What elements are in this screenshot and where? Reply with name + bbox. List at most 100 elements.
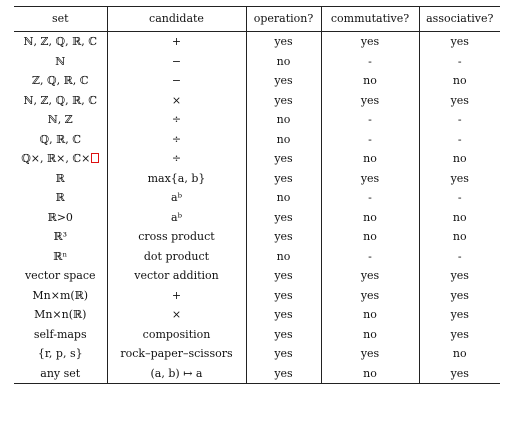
cell-associative-text: yes — [450, 35, 469, 48]
cell-commutative: - — [320, 51, 419, 71]
cell-candidate: (a, b) ↦ a — [106, 363, 246, 384]
cell-operation-text: yes — [274, 327, 293, 341]
cell-candidate-text: max{a, b} — [147, 171, 206, 185]
cell-candidate: composition — [106, 324, 246, 344]
cell-associative-text: yes — [450, 93, 469, 107]
cell-associative: yes — [418, 324, 500, 344]
cell-candidate: rock–paper–scissors — [106, 344, 246, 364]
cell-associative-text: no — [452, 210, 467, 224]
cell-set-text: ℤ, ℚ, ℝ, ℂ — [32, 74, 89, 87]
cell-operation-text: yes — [274, 152, 293, 165]
cell-associative: no — [418, 71, 500, 91]
cell-associative-text: - — [457, 113, 462, 126]
cell-commutative-text: no — [363, 308, 377, 321]
cell-set: ℕ — [14, 52, 107, 72]
cell-set-text: ℕ, ℤ — [47, 113, 73, 126]
cell-set-text: ℝ — [55, 191, 65, 204]
table-header: set candidate operation? commutative? as… — [14, 6, 500, 32]
cell-commutative: yes — [320, 90, 419, 110]
cell-associative: - — [418, 110, 500, 130]
binary-operations-table-container: set candidate operation? commutative? as… — [14, 6, 500, 384]
cell-associative-text: no — [452, 230, 467, 243]
cell-candidate-text: (a, b) ↦ a — [150, 366, 203, 380]
cell-candidate: − — [106, 51, 246, 71]
cell-associative-text: yes — [450, 288, 469, 302]
cell-commutative-text: no — [363, 74, 377, 87]
cell-commutative-text: yes — [360, 288, 380, 302]
table-body: ℕ, ℤ, ℚ, ℝ, ℂ + yes yes yes ℕ − no - - ℤ, ℚ, ℝ, ℂ −… — [14, 31, 500, 384]
cell-candidate: ÷ — [106, 129, 246, 149]
cell-set: ℝ>0 — [14, 208, 107, 228]
cell-associative-text: - — [457, 191, 462, 204]
cell-associative: - — [418, 51, 500, 71]
cell-operation-text: yes — [274, 210, 293, 224]
cell-operation: yes — [245, 363, 321, 384]
cell-set-text: any set — [40, 366, 81, 380]
table-row: Mn×n(ℝ) × yes no yes — [14, 305, 500, 325]
cell-commutative: - — [320, 129, 419, 149]
cell-operation-text: no — [276, 132, 291, 146]
cell-operation: no — [245, 188, 321, 208]
cell-commutative: yes — [320, 31, 419, 52]
cell-commutative: yes — [320, 285, 419, 305]
cell-operation: yes — [245, 285, 321, 305]
cell-set: ℝⁿ — [14, 247, 107, 267]
cell-commutative-text: - — [368, 191, 372, 204]
cell-set: ℚ×, ℝ×, ℂ× — [14, 149, 107, 169]
cell-set: ℕ, ℤ, ℚ, ℝ, ℂ — [14, 91, 107, 111]
table-row: ℚ, ℝ, ℂ ÷ no - - — [14, 129, 500, 150]
cell-commutative-text: yes — [360, 35, 380, 48]
cell-commutative: no — [320, 324, 419, 344]
cell-operation: no — [245, 110, 321, 130]
cell-associative-text: yes — [450, 327, 469, 341]
cell-set: ℝ — [14, 169, 107, 189]
cell-associative: - — [418, 129, 500, 149]
cell-set-text: Mn×m(ℝ) — [32, 288, 89, 302]
cell-candidate-text: × — [171, 93, 182, 107]
cell-operation-text: yes — [274, 35, 293, 48]
cell-operation-text: yes — [274, 347, 293, 360]
cell-associative: - — [418, 188, 500, 208]
cell-associative: no — [418, 149, 500, 169]
cell-associative: no — [418, 207, 500, 227]
cell-set-text: ℝⁿ — [53, 249, 68, 263]
cell-candidate-text: rock–paper–scissors — [120, 347, 233, 360]
cell-commutative-text: - — [368, 113, 372, 126]
cell-candidate-text: aᵇ — [171, 191, 182, 204]
cell-set: ℚ, ℝ, ℂ — [14, 130, 107, 150]
cell-operation: yes — [245, 207, 321, 227]
cell-commutative-text: yes — [360, 171, 380, 185]
cell-operation: yes — [245, 227, 321, 247]
cell-set: any set — [14, 364, 107, 384]
cell-candidate: max{a, b} — [106, 168, 246, 188]
cell-operation: yes — [245, 149, 321, 169]
cell-associative-text: yes — [450, 366, 469, 380]
cell-operation-text: no — [276, 54, 291, 68]
cell-candidate: × — [106, 305, 246, 325]
cell-set-text: ℕ — [55, 54, 66, 68]
cell-associative-text: no — [452, 74, 467, 87]
cell-candidate: ÷ — [106, 149, 246, 169]
cell-candidate: cross product — [106, 227, 246, 247]
cell-operation: no — [245, 51, 321, 71]
cell-set: Mn×n(ℝ) — [14, 305, 107, 325]
cell-operation-text: yes — [274, 230, 293, 243]
cell-set: {r, p, s} — [14, 344, 107, 364]
cell-set-text: ℝ>0 — [47, 210, 73, 224]
cell-associative: yes — [418, 266, 500, 286]
cell-operation: yes — [245, 90, 321, 110]
cell-associative-text: no — [452, 347, 467, 360]
cell-operation-text: yes — [274, 171, 293, 185]
footnote-marker-icon[interactable] — [91, 153, 100, 163]
cell-operation-text: yes — [274, 74, 293, 87]
cell-set: ℝ³ — [14, 227, 107, 247]
cell-commutative: no — [320, 363, 419, 384]
table-row: ℕ, ℤ, ℚ, ℝ, ℂ × yes yes yes — [14, 90, 500, 111]
cell-candidate: + — [106, 285, 246, 305]
cell-set-text: ℝ — [55, 171, 65, 185]
cell-set-text: Mn×n(ℝ) — [34, 308, 87, 321]
cell-candidate: vector addition — [106, 266, 246, 286]
cell-set: ℕ, ℤ — [14, 110, 107, 130]
cell-associative: yes — [418, 305, 500, 325]
